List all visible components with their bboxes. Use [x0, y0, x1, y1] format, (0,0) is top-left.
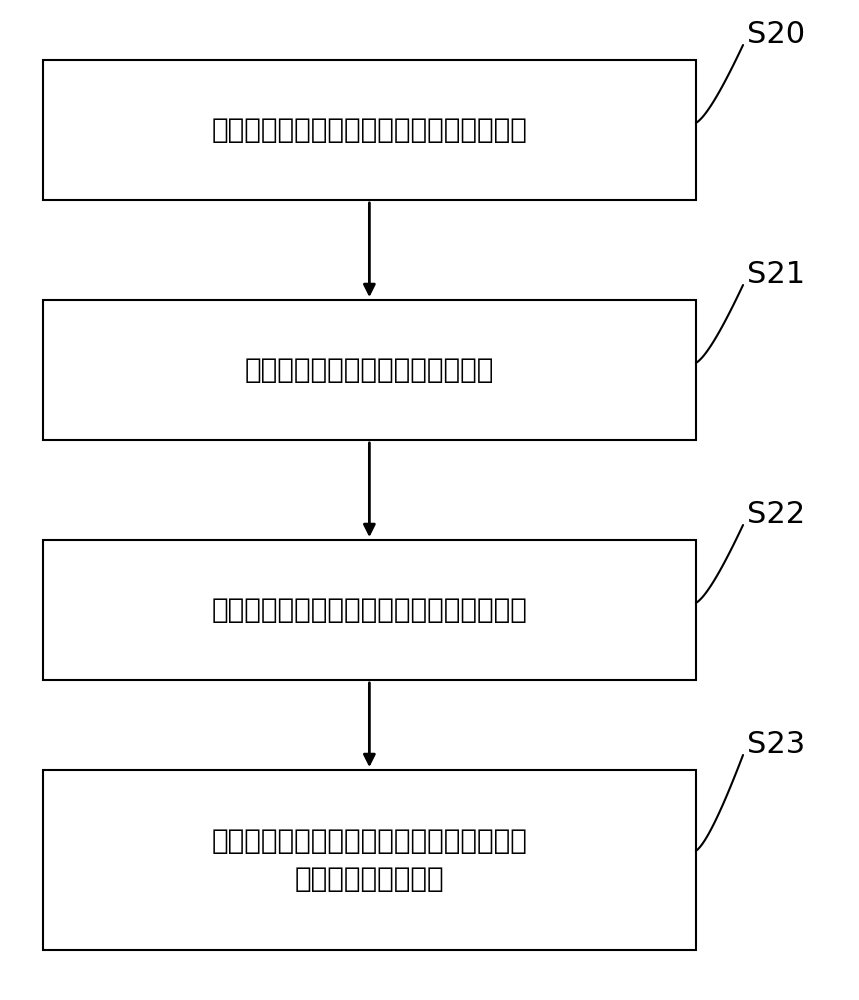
Bar	[43, 60, 696, 200]
Bar	[43, 300, 696, 440]
Text: S23: S23	[747, 730, 806, 759]
Text: 选取相似度大于预设阈值对应的埋点控件作
为所述目标埋点控件: 选取相似度大于预设阈值对应的埋点控件作 为所述目标埋点控件	[211, 826, 527, 894]
Text: 生成所述控件点击事件的点击标识: 生成所述控件点击事件的点击标识	[245, 356, 494, 384]
Bar	[43, 770, 696, 950]
Text: S20: S20	[747, 20, 806, 49]
Text: 获取所述埋点控件集中埋点控件的唯一标识: 获取所述埋点控件集中埋点控件的唯一标识	[211, 116, 527, 144]
Bar	[43, 540, 696, 680]
Text: S21: S21	[747, 260, 806, 289]
Text: S22: S22	[747, 500, 806, 529]
Text: 计算所述唯一标识与所述点击标识的相似度: 计算所述唯一标识与所述点击标识的相似度	[211, 596, 527, 624]
